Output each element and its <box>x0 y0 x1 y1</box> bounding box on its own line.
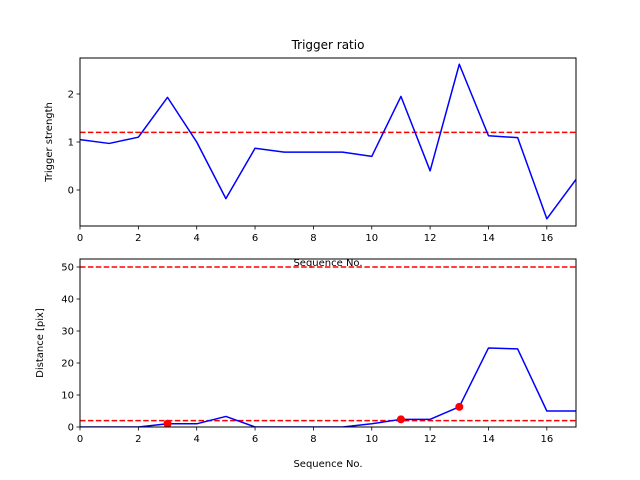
y-tick-label: 1 <box>68 138 74 149</box>
x-tick-label: 14 <box>482 434 495 445</box>
bottom-x-axis-label: Sequence No. <box>293 459 362 470</box>
bottom-plot-area <box>80 266 576 427</box>
y-tick-label: 30 <box>61 327 74 338</box>
x-tick-label: 6 <box>252 434 258 445</box>
x-tick-label: 14 <box>482 233 495 244</box>
series-line <box>80 63 576 220</box>
top-plot-area <box>80 63 576 220</box>
x-tick-label: 4 <box>194 434 200 445</box>
bottom-y-axis-label: Distance [pix] <box>35 308 46 378</box>
x-tick-label: 16 <box>540 434 553 445</box>
y-tick-label: 0 <box>68 423 74 434</box>
x-tick-label: 10 <box>365 434 378 445</box>
x-tick-label: 2 <box>135 233 141 244</box>
y-tick-label: 20 <box>61 359 74 370</box>
top-x-axis-label: Sequence No. <box>293 258 362 269</box>
x-tick-label: 4 <box>194 233 200 244</box>
bottom-plot-frame <box>79 258 577 428</box>
x-tick-label: 8 <box>310 233 316 244</box>
data-point-marker <box>455 402 464 411</box>
bottom-chart: 0 2 4 6 8 10 12 14 16 0 10 20 30 40 50 Sequence No. Di… <box>35 258 577 470</box>
y-tick-label: 10 <box>61 391 74 402</box>
top-y-axis-label: Trigger strength <box>44 102 55 183</box>
data-point-marker <box>396 415 405 424</box>
series-line <box>80 347 576 427</box>
x-tick-label: 2 <box>135 434 141 445</box>
data-point-marker <box>163 419 172 427</box>
x-label-overlap-band <box>80 252 576 256</box>
bottom-axis-ticks: 0 2 4 6 8 10 12 14 16 0 10 20 30 40 50 <box>61 263 553 446</box>
y-tick-label: 50 <box>61 263 74 274</box>
y-tick-label: 40 <box>61 295 74 306</box>
x-tick-label: 8 <box>310 434 316 445</box>
x-tick-label: 12 <box>424 434 437 445</box>
top-plot-frame <box>79 57 577 227</box>
x-tick-label: 0 <box>77 434 83 445</box>
x-tick-label: 12 <box>424 233 437 244</box>
x-tick-label: 10 <box>365 233 378 244</box>
chart-title: Trigger ratio <box>291 38 365 52</box>
x-tick-label: 6 <box>252 233 258 244</box>
y-tick-label: 0 <box>68 186 74 197</box>
x-tick-label: 0 <box>77 233 83 244</box>
y-tick-label: 2 <box>68 90 74 101</box>
x-tick-label: 16 <box>540 233 553 244</box>
